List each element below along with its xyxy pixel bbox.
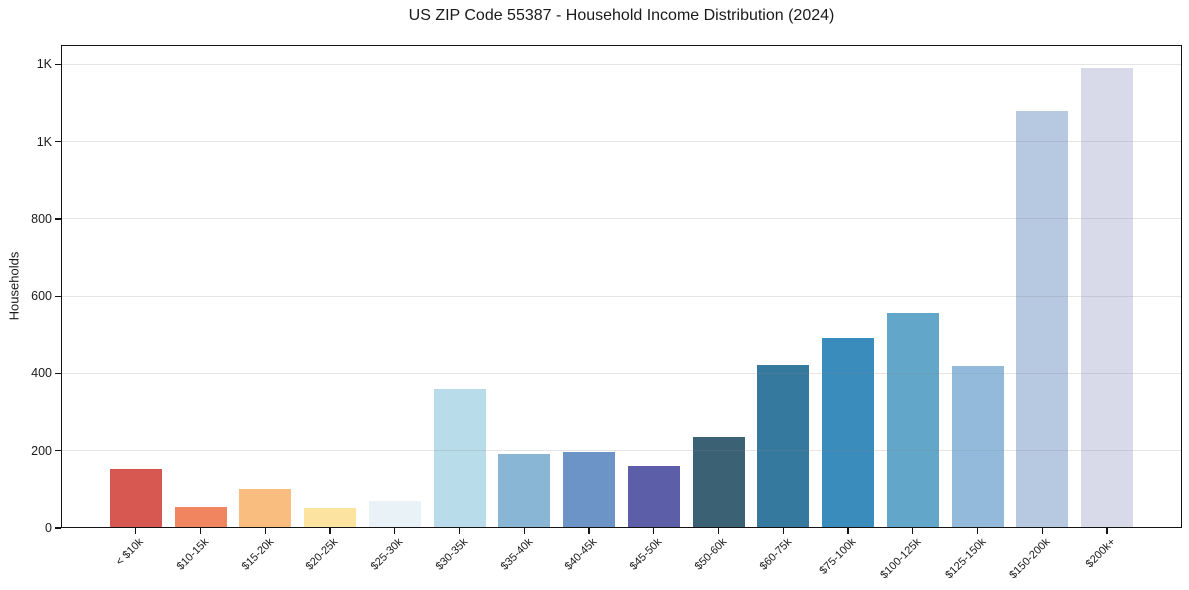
y-tick-label-800: 800 — [31, 211, 52, 226]
gridline-600 — [61, 295, 1182, 297]
y-tick-mark-1200 — [55, 63, 61, 65]
bar-$75-100k — [822, 337, 875, 528]
y-tick-label-0: 0 — [45, 521, 52, 535]
x-tick-label-$15-20k: $15-20k — [239, 536, 276, 573]
y-tick-mark-1000 — [55, 140, 61, 143]
x-tick-mark-$25-30k — [394, 528, 396, 534]
gridline-200 — [61, 450, 1182, 452]
plot-area — [61, 45, 1182, 528]
y-tick-label-1200: 1K — [36, 57, 52, 72]
x-tick-label-$40-45k: $40-45k — [562, 536, 600, 573]
x-tick-mark-$200k+ — [1106, 528, 1108, 534]
x-tick-label-$75-100k: $75-100k — [817, 536, 859, 577]
chart-title: US ZIP Code 55387 - Household Income Dis… — [408, 7, 835, 24]
bar-$15-20k — [239, 489, 292, 528]
bar-$10-15k — [174, 506, 227, 528]
bar-$150-200k — [1016, 111, 1069, 528]
x-tick-mark-$30-35k — [458, 528, 461, 534]
bar-$60-75k — [757, 365, 810, 528]
gridline-800 — [61, 218, 1182, 220]
x-tick-mark-$150-200k — [1041, 528, 1043, 534]
y-axis-label: Households — [6, 251, 22, 321]
y-tick-mark-800 — [55, 218, 61, 220]
x-tick-label-$150-200k: $150-200k — [1007, 536, 1053, 582]
x-tick-mark-$40-45k — [588, 528, 590, 534]
x-tick-label-$45-50k: $45-50k — [627, 536, 665, 573]
x-tick-label-$50-60k: $50-60k — [692, 536, 730, 573]
x-tick-label-$10-15k: $10-15k — [174, 536, 212, 573]
x-tick-label-< $10k: < $10k — [114, 536, 147, 569]
x-tick-label-$200k+: $200k+ — [1083, 536, 1118, 571]
y-tick-mark-200 — [55, 450, 61, 452]
gridline-400 — [61, 372, 1182, 374]
bar-$100-125k — [886, 313, 939, 528]
y-tick-label-400: 400 — [31, 366, 52, 381]
x-tick-mark-$75-100k — [847, 528, 849, 534]
y-tick-label-200: 200 — [31, 443, 52, 458]
x-tick-label-$100-125k: $100-125k — [878, 536, 924, 582]
gridline-1200 — [61, 63, 1182, 65]
x-tick-mark-$50-60k — [717, 528, 720, 534]
x-tick-mark-$45-50k — [653, 528, 655, 534]
x-tick-label-$20-25k: $20-25k — [303, 536, 341, 573]
x-tick-mark-$15-20k — [264, 528, 266, 534]
x-tick-label-$30-35k: $30-35k — [433, 536, 471, 573]
bar-$35-40k — [498, 454, 551, 528]
bar-$40-45k — [563, 451, 616, 528]
x-tick-label-$25-30k: $25-30k — [368, 536, 406, 573]
x-tick-mark-$10-15k — [199, 528, 202, 534]
bar-$20-25k — [304, 507, 357, 528]
y-tick-mark-600 — [55, 295, 61, 297]
bar-$200k+ — [1081, 68, 1134, 528]
bar-< $10k — [109, 468, 162, 528]
x-tick-mark-$100-125k — [912, 528, 914, 534]
gridline-1000 — [61, 141, 1182, 143]
x-tick-mark-$35-40k — [523, 528, 525, 534]
y-tick-mark-400 — [55, 372, 61, 375]
bar-$125-150k — [951, 366, 1004, 528]
x-tick-mark-$20-25k — [329, 528, 331, 534]
y-tick-mark-0 — [55, 527, 61, 529]
x-tick-label-$35-40k: $35-40k — [498, 536, 535, 573]
x-tick-label-$125-150k: $125-150k — [942, 536, 989, 582]
bar-$25-30k — [368, 501, 421, 528]
x-tick-mark-$125-150k — [976, 528, 979, 534]
bar-$45-50k — [627, 465, 680, 528]
bar-$50-60k — [692, 437, 745, 528]
x-tick-label-$60-75k: $60-75k — [757, 536, 794, 573]
y-tick-label-1000: 1K — [36, 134, 52, 149]
bar-$30-35k — [433, 388, 486, 528]
x-tick-mark-< $10k — [135, 528, 137, 534]
x-tick-mark-$60-75k — [782, 528, 784, 534]
y-tick-label-600: 600 — [31, 289, 52, 304]
